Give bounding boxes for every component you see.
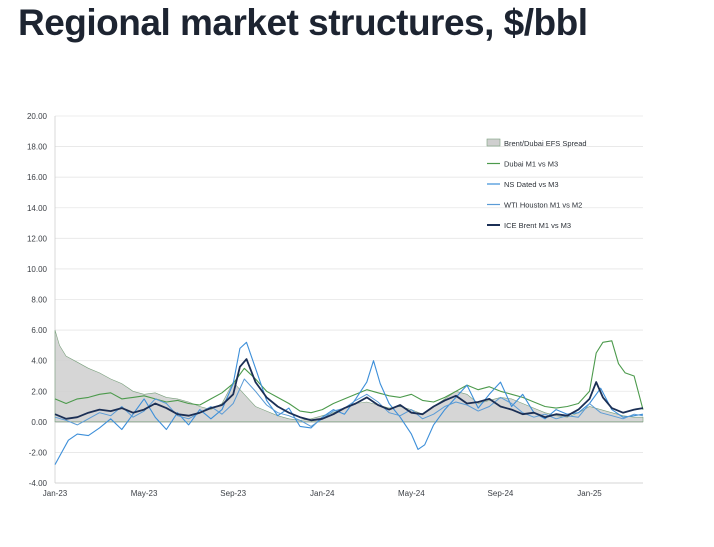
- x-tick-label: May-24: [398, 489, 425, 498]
- y-tick-label: 2.00: [31, 387, 47, 396]
- y-tick-label: 18.00: [27, 143, 48, 152]
- legend-label: Brent/Dubai EFS Spread: [504, 139, 587, 148]
- y-tick-label: 6.00: [31, 326, 47, 335]
- y-tick-label: 8.00: [31, 296, 47, 305]
- x-tick-label: Jan-25: [577, 489, 602, 498]
- legend-label: NS Dated vs M3: [504, 180, 559, 189]
- y-tick-label: 12.00: [27, 234, 48, 243]
- y-tick-label: -4.00: [29, 479, 48, 488]
- x-tick-label: Jan-24: [310, 489, 335, 498]
- y-tick-label: 14.00: [27, 204, 48, 213]
- legend-swatch-efs: [486, 138, 501, 147]
- y-tick-label: 20.00: [27, 112, 48, 121]
- x-tick-label: Sep-24: [488, 489, 514, 498]
- x-tick-label: Sep-23: [220, 489, 246, 498]
- legend-label: ICE Brent M1 vs M3: [504, 221, 571, 230]
- wti-houston-m1-m2-line: [54, 378, 644, 427]
- ice-brent-m1-m3-line: [54, 358, 644, 422]
- page-title: Regional market structures, $/bbl: [18, 2, 588, 43]
- x-tick-label: Jan-23: [43, 489, 68, 498]
- x-tick-label: May-23: [131, 489, 158, 498]
- legend-label: Dubai M1 vs M3: [504, 160, 558, 169]
- y-tick-label: -2.00: [29, 448, 48, 457]
- y-tick-label: 4.00: [31, 357, 47, 366]
- y-tick-label: 0.00: [31, 418, 47, 427]
- y-tick-label: 10.00: [27, 265, 48, 274]
- y-tick-label: 16.00: [27, 173, 48, 182]
- legend-label: WTI Houston M1 vs M2: [504, 201, 582, 210]
